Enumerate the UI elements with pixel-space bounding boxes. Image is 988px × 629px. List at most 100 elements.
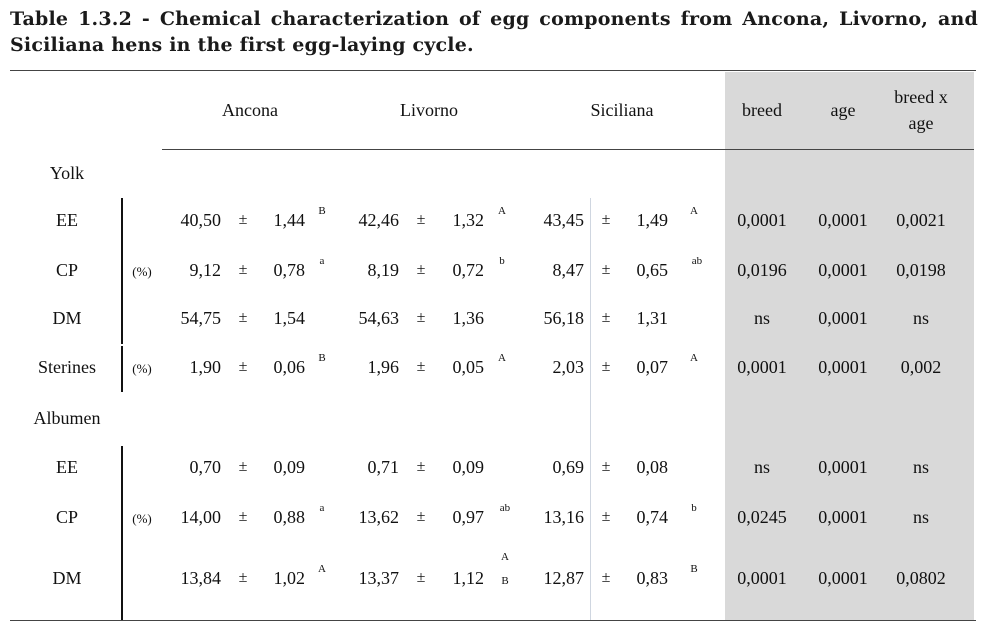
ancona-mean: 9,12: [189, 260, 222, 280]
sterines-vertical-rule: [121, 346, 123, 392]
siciliana-sd: 0,65: [636, 260, 669, 280]
header-siciliana: Siciliana: [590, 100, 654, 120]
livorno-mean: 13,37: [358, 568, 400, 588]
p-value-age: 0,0001: [818, 457, 868, 477]
ancona-plus-minus: ±: [238, 309, 248, 326]
p-value-breed: 0,0001: [737, 568, 787, 588]
p-value-breed-x-age: 0,0021: [896, 210, 946, 230]
siciliana-mean: 2,03: [552, 357, 585, 377]
section-label-yolk: Yolk: [49, 163, 85, 183]
livorno-sd: 0,05: [452, 357, 485, 377]
row-param-label: DM: [52, 568, 82, 588]
siciliana-plus-minus: ±: [601, 569, 611, 586]
livorno-sd: 1,36: [452, 308, 485, 328]
siciliana-sd: 0,74: [636, 507, 669, 527]
ancona-sd: 0,88: [273, 507, 306, 527]
row-unit: (%): [132, 511, 152, 526]
livorno-plus-minus: ±: [416, 508, 426, 525]
siciliana-mean: 43,45: [543, 210, 585, 230]
bottom-rule: [10, 620, 976, 621]
yolk-vertical-rule: [121, 198, 123, 344]
ancona-significance-letter: B: [318, 205, 326, 217]
ancona-plus-minus: ±: [238, 358, 248, 375]
siciliana-mean: 0,69: [552, 457, 585, 477]
siciliana-plus-minus: ±: [601, 358, 611, 375]
stats-shaded-area: [725, 72, 974, 620]
ancona-sd: 1,44: [273, 210, 306, 230]
siciliana-sd: 0,07: [636, 357, 669, 377]
header-livorno: Livorno: [400, 100, 458, 120]
siciliana-significance-letter: A: [690, 205, 698, 217]
livorno-mean: 13,62: [358, 507, 400, 527]
p-value-breed: ns: [753, 457, 771, 477]
livorno-plus-minus: ±: [416, 358, 426, 375]
livorno-plus-minus: ±: [416, 211, 426, 228]
siciliana-sd: 0,83: [636, 568, 669, 588]
siciliana-sd: 1,31: [636, 308, 669, 328]
table-caption: Table 1.3.2 - Chemical characterization …: [10, 8, 978, 56]
siciliana-mean: 12,87: [543, 568, 585, 588]
ancona-mean: 14,00: [180, 507, 222, 527]
livorno-sd: 1,32: [452, 210, 485, 230]
livorno-mean: 42,46: [358, 210, 400, 230]
row-param-label: DM: [52, 308, 82, 328]
p-value-age: 0,0001: [818, 357, 868, 377]
livorno-plus-minus: ±: [416, 309, 426, 326]
livorno-significance-letter: B: [501, 575, 509, 587]
ancona-sd: 0,06: [273, 357, 306, 377]
ancona-plus-minus: ±: [238, 508, 248, 525]
livorno-sd: 0,09: [452, 457, 485, 477]
header-rule: [162, 149, 974, 150]
p-value-age: 0,0001: [818, 308, 868, 328]
ancona-plus-minus: ±: [238, 261, 248, 278]
ancona-significance-letter: a: [319, 255, 325, 267]
ancona-sd: 1,02: [273, 568, 306, 588]
row-param-label: Sterines: [38, 357, 96, 377]
p-value-breed-x-age: ns: [912, 457, 930, 477]
siciliana-significance-letter: B: [690, 563, 698, 575]
livorno-plus-minus: ±: [416, 261, 426, 278]
livorno-plus-minus: ±: [416, 569, 426, 586]
livorno-significance-letter: A: [501, 551, 509, 563]
ancona-sd: 1,54: [273, 308, 306, 328]
p-value-breed: ns: [753, 308, 771, 328]
siciliana-vertical-rule: [590, 198, 591, 620]
header-age: age: [830, 100, 856, 120]
ancona-mean: 54,75: [180, 308, 222, 328]
siciliana-significance-letter: b: [691, 502, 697, 514]
p-value-breed-x-age: 0,0802: [896, 568, 946, 588]
livorno-significance-letter: A: [498, 205, 506, 217]
p-value-breed: 0,0001: [737, 210, 787, 230]
ancona-mean: 13,84: [180, 568, 222, 588]
livorno-significance-letter: ab: [499, 502, 511, 514]
siciliana-plus-minus: ±: [601, 508, 611, 525]
header-breed-x-age: breed x age: [894, 87, 948, 133]
p-value-breed-x-age: 0,002: [900, 357, 942, 377]
p-value-breed-x-age: ns: [912, 507, 930, 527]
livorno-significance-letter: A: [498, 352, 506, 364]
siciliana-plus-minus: ±: [601, 309, 611, 326]
top-rule: [10, 70, 976, 71]
siciliana-significance-letter: A: [690, 352, 698, 364]
livorno-mean: 0,71: [367, 457, 400, 477]
siciliana-plus-minus: ±: [601, 261, 611, 278]
livorno-significance-letter: b: [499, 255, 505, 267]
row-param-label: EE: [56, 210, 78, 230]
section-label-albumen: Albumen: [33, 408, 101, 428]
ancona-mean: 1,90: [189, 357, 222, 377]
siciliana-sd: 1,49: [636, 210, 669, 230]
livorno-sd: 0,97: [452, 507, 485, 527]
header-breed: breed: [742, 100, 782, 120]
row-param-label: CP: [55, 507, 79, 527]
livorno-mean: 54,63: [358, 308, 400, 328]
livorno-sd: 1,12: [452, 568, 485, 588]
p-value-age: 0,0001: [818, 568, 868, 588]
p-value-age: 0,0001: [818, 210, 868, 230]
ancona-plus-minus: ±: [238, 458, 248, 475]
ancona-plus-minus: ±: [238, 211, 248, 228]
p-value-age: 0,0001: [818, 260, 868, 280]
ancona-significance-letter: a: [319, 502, 325, 514]
row-unit: (%): [132, 264, 152, 279]
header-ancona: Ancona: [222, 100, 278, 120]
livorno-mean: 8,19: [367, 260, 400, 280]
